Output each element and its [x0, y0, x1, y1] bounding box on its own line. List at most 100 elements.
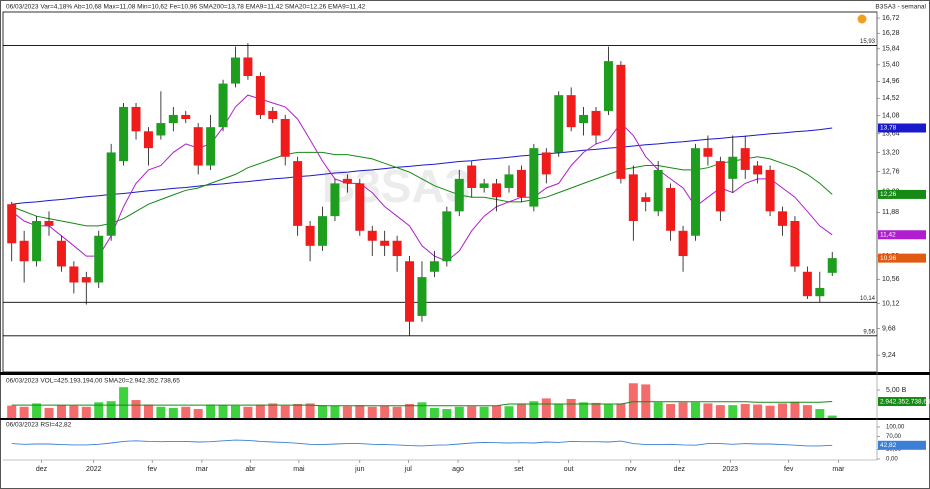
y-tick-label: 9,24: [882, 352, 896, 359]
volume-bar: [417, 402, 427, 418]
volume-bar: [7, 405, 17, 418]
candle-body: [554, 95, 564, 153]
volume-bar: [429, 407, 439, 418]
price-marker: [878, 440, 926, 450]
candle-body: [666, 187, 676, 231]
candle-body: [19, 240, 29, 262]
x-tick-label: jun: [354, 466, 364, 473]
candle-body: [467, 165, 477, 188]
level-label: 9,56: [863, 329, 875, 335]
volume-bar: [678, 402, 688, 418]
volume-bar: [666, 404, 676, 418]
candle-body: [56, 240, 66, 267]
price-marker: [878, 123, 926, 133]
y-tick-label: 9,68: [882, 326, 896, 333]
level-label: 10,14: [860, 296, 876, 302]
volume-bar: [380, 405, 390, 418]
candle-body: [218, 83, 228, 128]
volume-bar: [529, 401, 539, 418]
y-tick-label: 70,00: [886, 434, 902, 440]
level-label: 15,93: [860, 39, 876, 45]
currency-icon[interactable]: [857, 14, 867, 24]
volume-bar: [305, 403, 315, 418]
volume-bar: [280, 405, 290, 418]
volume-bar: [753, 404, 763, 418]
volume-bar: [591, 402, 601, 418]
y-tick-label: 100,00: [886, 425, 905, 431]
candle-body: [392, 240, 402, 257]
volume-bar: [44, 407, 54, 418]
volume-bar: [827, 415, 837, 418]
candle-body: [417, 277, 427, 316]
volume-bar: [728, 405, 738, 418]
volume-bar: [641, 384, 651, 418]
volume-bar: [653, 402, 663, 418]
y-tick-label: 15,40: [882, 62, 900, 69]
candle-body: [454, 178, 464, 212]
x-tick-label: out: [564, 466, 574, 473]
candle-body: [802, 271, 812, 297]
candle-body: [143, 131, 153, 149]
candle-body: [778, 211, 788, 226]
volume-bar: [255, 404, 265, 418]
candle-body: [765, 169, 775, 212]
volume-bar: [690, 402, 700, 418]
price-marker: [878, 397, 926, 407]
candle-body: [728, 156, 738, 179]
y-tick-label: 14,08: [882, 113, 900, 120]
candle-body: [566, 95, 576, 128]
volume-bar: [579, 402, 589, 418]
x-tick-label: fev: [148, 466, 158, 473]
volume-bar: [703, 403, 713, 418]
y-tick-label: 10,12: [882, 300, 900, 307]
volume-bar: [554, 403, 564, 418]
rsi-header: 06/03/2023 RSI=42,82: [6, 422, 72, 429]
price-marker: [878, 253, 926, 263]
volume-bar: [243, 406, 253, 418]
volume-bar: [181, 406, 191, 418]
volume-bar: [81, 406, 91, 418]
volume-bar: [143, 404, 153, 418]
volume-bar: [566, 398, 576, 418]
y-tick-label: 14,96: [882, 78, 900, 85]
candle-body: [44, 220, 54, 226]
volume-bar: [342, 406, 352, 418]
volume-bar: [516, 403, 526, 418]
volume-bar: [206, 404, 216, 418]
volume-bar: [790, 401, 800, 418]
candle-body: [342, 178, 352, 184]
volume-bar: [715, 405, 725, 418]
price-marker-label: 10,96: [880, 255, 897, 262]
volume-bar: [492, 405, 502, 418]
volume-bar: [19, 406, 29, 418]
candle-body: [119, 106, 129, 162]
y-tick-label: 16,28: [882, 30, 900, 37]
price-marker-label: 12,26: [880, 191, 897, 198]
volume-bar: [32, 403, 42, 418]
x-tick-label: fev: [784, 466, 794, 473]
candle-body: [181, 114, 191, 119]
symbol-label: B3SA3 - semanal: [875, 4, 926, 11]
candle-body: [305, 225, 315, 246]
candle-body: [255, 76, 265, 115]
volume-bar: [131, 400, 141, 418]
candle-body: [790, 220, 800, 267]
volume-bar: [628, 383, 638, 418]
volume-bar: [318, 405, 328, 418]
volume-bar: [94, 402, 104, 418]
volume-bar: [479, 406, 489, 418]
volume-bar: [293, 404, 303, 418]
candle-body: [603, 61, 613, 111]
x-tick-label: dez: [36, 466, 48, 473]
candle-body: [579, 114, 589, 124]
candle-body: [230, 57, 240, 84]
volume-bar: [504, 406, 514, 418]
volume-bar: [367, 406, 377, 418]
volume-bar: [156, 406, 166, 418]
candle-body: [131, 106, 141, 132]
y-tick-label: 13,20: [882, 149, 900, 156]
pane-separator: [0, 418, 930, 420]
candle-body: [541, 152, 551, 175]
candle-body: [690, 148, 700, 236]
